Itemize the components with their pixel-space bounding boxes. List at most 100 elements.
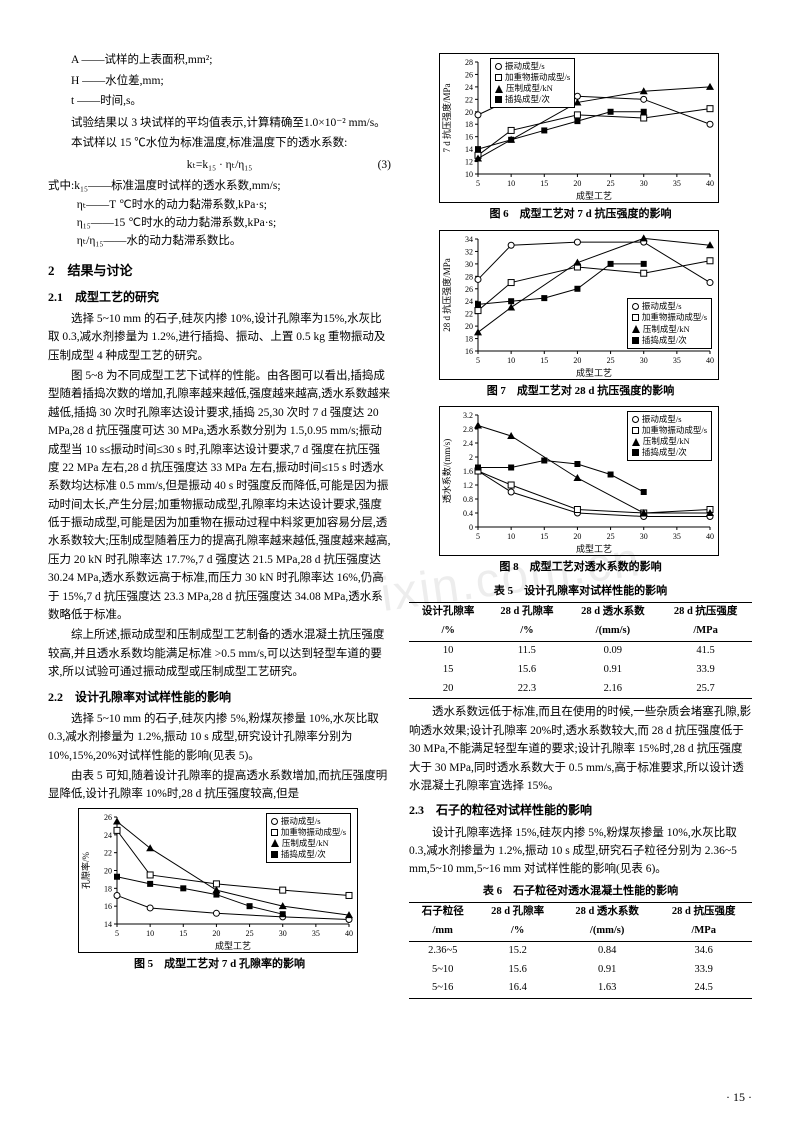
svg-text:26: 26 (465, 70, 473, 79)
svg-text:20: 20 (465, 108, 473, 117)
svg-text:40: 40 (706, 179, 714, 188)
svg-text:5: 5 (115, 929, 119, 938)
sub22-heading: 2.2 设计孔隙率对试样性能的影响 (48, 688, 391, 707)
svg-text:32: 32 (465, 247, 473, 256)
p2: 本试样以 15 ℃水位为标准温度,标准温度下的透水系数: (48, 134, 391, 152)
svg-text:40: 40 (345, 929, 353, 938)
legend-label: 振动成型/s (281, 816, 321, 827)
svg-text:16: 16 (104, 902, 112, 911)
p21c: 综上所述,振动成型和压制成型工艺制备的透水混凝土抗压强度较高,并且透水系数均能满… (48, 626, 391, 681)
table-cell: 1.63 (559, 979, 656, 998)
svg-text:16: 16 (465, 133, 473, 142)
svg-text:2.8: 2.8 (463, 425, 473, 434)
sub23-heading: 2.3 石子的粒径对试样性能的影响 (409, 801, 752, 820)
table-cell: 5~10 (409, 961, 476, 980)
svg-text:1.6: 1.6 (463, 467, 473, 476)
table-header: 28 d 透水系数 (567, 603, 660, 622)
svg-text:20: 20 (573, 179, 581, 188)
svg-text:40: 40 (706, 356, 714, 365)
svg-text:22: 22 (465, 95, 473, 104)
p21b: 图 5~8 为不同成型工艺下试样的性能。由各图可以看出,插捣成型随着插捣次数的增… (48, 367, 391, 624)
table-cell: 11.5 (487, 641, 566, 660)
svg-text:12: 12 (465, 158, 473, 167)
svg-text:20: 20 (104, 866, 112, 875)
p22b: 由表 5 可知,随着设计孔隙率的提高透水系数增加,而抗压强度明显降低,设计孔隙率… (48, 767, 391, 804)
svg-text:透水系数/(mm/s): 透水系数/(mm/s) (441, 439, 452, 504)
svg-text:24: 24 (465, 297, 473, 306)
table5: 设计孔隙率28 d 孔隙率28 d 透水系数28 d 抗压强度/%/%/(mm/… (409, 602, 752, 699)
table-header: 28 d 抗压强度 (655, 903, 752, 922)
svg-text:24: 24 (465, 83, 473, 92)
legend-label: 振动成型/s (505, 61, 545, 72)
svg-text:成型工艺: 成型工艺 (576, 190, 612, 201)
sym-H: H ——水位差,mm; (71, 71, 391, 92)
svg-text:22: 22 (104, 848, 112, 857)
svg-text:10: 10 (507, 532, 515, 541)
svg-text:成型工艺: 成型工艺 (215, 940, 251, 951)
table-cell: 16.4 (476, 979, 558, 998)
svg-text:35: 35 (312, 929, 320, 938)
table-row: 1011.50.0941.5 (409, 641, 752, 660)
table-header: 28 d 抗压强度 (659, 603, 752, 622)
page-number: · 15 · (726, 1088, 752, 1107)
fig7-caption: 图 7 成型工艺对 28 d 抗压强度的影响 (409, 383, 752, 401)
svg-text:28 d 抗压强度/MPa: 28 d 抗压强度/MPa (441, 258, 452, 332)
table-header-unit: /% (409, 622, 487, 641)
svg-text:25: 25 (246, 929, 254, 938)
chart-legend: 振动成型/s加重物振动成型/s压制成型/kN插捣成型/次 (490, 58, 575, 108)
table-cell: 34.6 (655, 941, 752, 960)
table-cell: 15.2 (476, 941, 558, 960)
svg-text:25: 25 (607, 356, 615, 365)
svg-text:0.8: 0.8 (463, 495, 473, 504)
table-cell: 15.6 (476, 961, 558, 980)
table-header: 28 d 孔隙率 (487, 603, 566, 622)
svg-text:15: 15 (540, 532, 548, 541)
svg-text:15: 15 (540, 356, 548, 365)
svg-text:5: 5 (476, 356, 480, 365)
svg-text:20: 20 (573, 532, 581, 541)
fig6-container: 10121416182022242628510152025303540成型工艺7… (409, 53, 752, 224)
svg-text:成型工艺: 成型工艺 (576, 367, 612, 378)
chart-legend: 振动成型/s加重物振动成型/s压制成型/kN插捣成型/次 (266, 813, 351, 863)
svg-text:30: 30 (640, 532, 648, 541)
table-header-unit: /% (476, 922, 558, 941)
table-cell: 20 (409, 680, 487, 699)
svg-text:0.4: 0.4 (463, 509, 473, 518)
chart-legend: 振动成型/s加重物振动成型/s压制成型/kN插捣成型/次 (627, 411, 712, 461)
f2-def-c: η₁₅——15 ℃时水的动力黏滞系数,kPa·s; (77, 214, 391, 232)
table6: 石子粒径28 d 孔隙率28 d 透水系数28 d 抗压强度/mm/%/(mm/… (409, 902, 752, 999)
legend-label: 压制成型/kN (643, 324, 690, 335)
svg-text:30: 30 (465, 259, 473, 268)
table-row: 5~1616.41.6324.5 (409, 979, 752, 998)
table-cell: 0.84 (559, 941, 656, 960)
legend-label: 加重物振动成型/s (281, 827, 346, 838)
svg-text:2.4: 2.4 (463, 439, 473, 448)
fig5-caption: 图 5 成型工艺对 7 d 孔隙率的影响 (48, 956, 391, 974)
table-cell: 0.09 (567, 641, 660, 660)
svg-text:20: 20 (212, 929, 220, 938)
table-cell: 0.91 (567, 661, 660, 680)
svg-text:10: 10 (465, 170, 473, 179)
fig5-container: 14161820222426510152025303540成型工艺孔隙率/%振动… (48, 808, 391, 974)
table-cell: 33.9 (655, 961, 752, 980)
legend-label: 压制成型/kN (643, 436, 690, 447)
f2-def-d: ηₜ/η₁₅——水的动力黏滞系数比。 (77, 232, 391, 250)
table-header-unit: /MPa (655, 922, 752, 941)
table-cell: 25.7 (659, 680, 752, 699)
legend-label: 加重物振动成型/s (642, 425, 707, 436)
table-header-unit: /(mm/s) (559, 922, 656, 941)
fig8-caption: 图 8 成型工艺对透水系数的影响 (409, 559, 752, 577)
svg-text:5: 5 (476, 532, 480, 541)
legend-label: 压制成型/kN (506, 83, 553, 94)
table-cell: 33.9 (659, 661, 752, 680)
svg-text:40: 40 (706, 532, 714, 541)
svg-text:7 d 抗压强度/MPa: 7 d 抗压强度/MPa (441, 83, 452, 152)
table-header-unit: /MPa (659, 622, 752, 641)
legend-label: 振动成型/s (642, 414, 682, 425)
svg-text:28: 28 (465, 58, 473, 67)
sub21-heading: 2.1 成型工艺的研究 (48, 288, 391, 307)
sym-t: t ——时间,s。 (71, 91, 391, 112)
table-cell: 15.6 (487, 661, 566, 680)
table-cell: 0.91 (559, 961, 656, 980)
svg-text:25: 25 (607, 179, 615, 188)
